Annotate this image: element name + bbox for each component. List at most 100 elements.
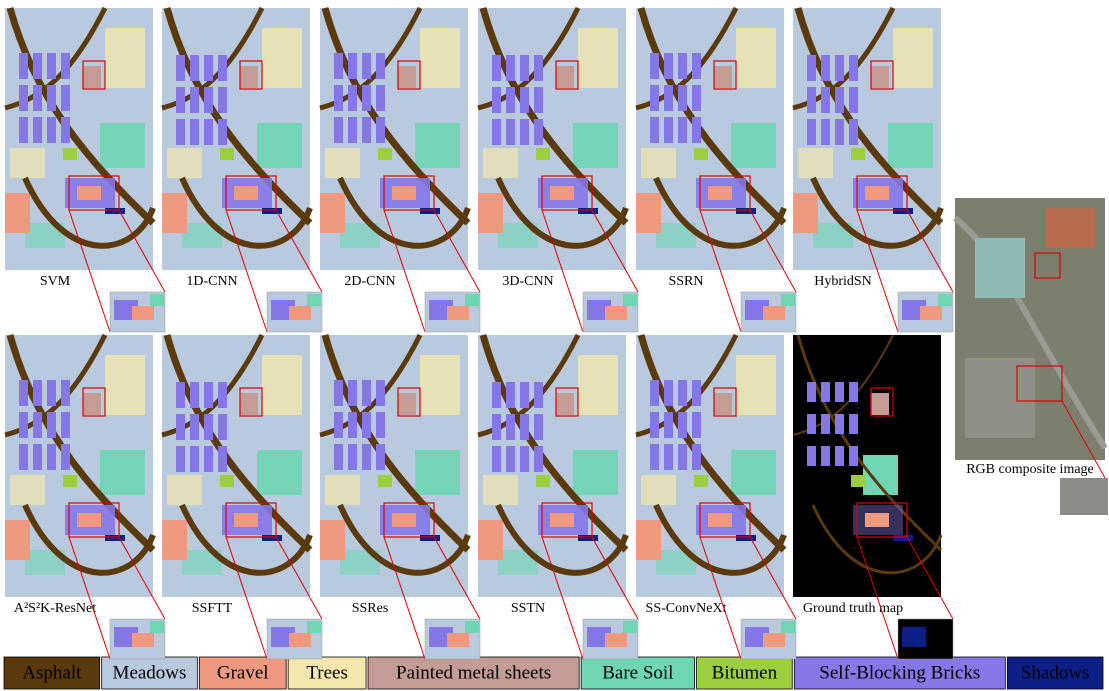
bricks [849, 446, 858, 466]
bricks [849, 414, 858, 434]
bricks [190, 446, 199, 472]
bitumen [536, 475, 550, 487]
bricks [692, 85, 701, 111]
classification-map: SSRN [636, 8, 796, 332]
bricks [821, 55, 830, 81]
zoom-inset-patch [289, 306, 311, 320]
bitumen [220, 475, 234, 487]
gravel [478, 520, 503, 560]
map-label: A²S²K-ResNet [14, 601, 96, 616]
map-label: 1D-CNN [186, 274, 237, 289]
bricks [334, 53, 343, 79]
bricks [176, 55, 185, 81]
bricks [362, 53, 371, 79]
bricks [19, 85, 28, 111]
metal-sheets [398, 393, 416, 415]
bricks [376, 380, 385, 406]
rgb-image: RGB composite image [955, 198, 1108, 515]
bricks [492, 414, 501, 440]
bricks [835, 446, 844, 466]
bricks [692, 412, 701, 438]
bricks [678, 380, 687, 406]
zoom-inset-patch [763, 306, 785, 320]
bricks [190, 382, 199, 408]
shadows [262, 208, 282, 214]
trees [105, 355, 145, 415]
map-label: SSRN [668, 274, 703, 289]
metal-sheets [83, 66, 101, 88]
bitumen [536, 148, 550, 160]
bricks [678, 412, 687, 438]
metal-sheets [556, 393, 574, 415]
bricks [362, 412, 371, 438]
bricks [835, 119, 844, 145]
bricks [664, 85, 673, 111]
shadows [736, 535, 756, 541]
bricks [650, 85, 659, 111]
bricks [190, 55, 199, 81]
rgb-roofs [1045, 208, 1095, 248]
gravel [162, 520, 187, 560]
zoom-inset-patch [920, 306, 942, 320]
bricks [520, 87, 529, 113]
metal-sheets [714, 66, 732, 88]
bricks [334, 412, 343, 438]
trees [578, 28, 618, 88]
bricks [664, 117, 673, 143]
bricks [348, 117, 357, 143]
zoom-inset-patch [623, 294, 637, 306]
bricks [190, 414, 199, 440]
bricks [835, 87, 844, 113]
zoom-inset-patch [132, 633, 154, 647]
legend-label: Gravel [217, 662, 269, 683]
trees [893, 28, 933, 88]
bricks [176, 382, 185, 408]
bitumen [851, 475, 865, 487]
trees [167, 148, 202, 178]
bricks [47, 380, 56, 406]
bricks [849, 87, 858, 113]
zoom-inset-patch [289, 633, 311, 647]
zoom-inset-patch [307, 621, 321, 633]
bricks [362, 380, 371, 406]
bricks [204, 119, 213, 145]
shadows [578, 535, 598, 541]
bricks [664, 444, 673, 470]
legend-label: Bare Soil [602, 662, 673, 683]
legend-label: Shadows [1021, 662, 1090, 683]
metal-sheets [871, 66, 889, 88]
zoom-inset-patch [781, 294, 795, 306]
bricks [218, 414, 227, 440]
trees [325, 148, 360, 178]
shadows [893, 208, 913, 214]
bricks [534, 382, 543, 408]
bitumen [220, 148, 234, 160]
bricks [506, 119, 515, 145]
bare-soil [573, 450, 618, 495]
rgb-label: RGB composite image [966, 462, 1094, 477]
bricks [534, 446, 543, 472]
bricks [19, 53, 28, 79]
shadows [420, 208, 440, 214]
bricks [176, 414, 185, 440]
trees [420, 28, 460, 88]
trees [262, 28, 302, 88]
shadows [105, 208, 125, 214]
bricks [678, 53, 687, 79]
bricks [650, 412, 659, 438]
zoom-inset-patch [781, 621, 795, 633]
bricks [520, 119, 529, 145]
trees [10, 148, 45, 178]
bricks [520, 446, 529, 472]
bricks [218, 87, 227, 113]
bricks [678, 444, 687, 470]
trees [641, 475, 676, 505]
metal-sheets [871, 393, 889, 415]
bricks [807, 87, 816, 113]
bitumen [694, 475, 708, 487]
bare-soil [731, 123, 776, 168]
bricks [492, 446, 501, 472]
shadows [893, 535, 913, 541]
zoom-inset-patch [938, 294, 952, 306]
